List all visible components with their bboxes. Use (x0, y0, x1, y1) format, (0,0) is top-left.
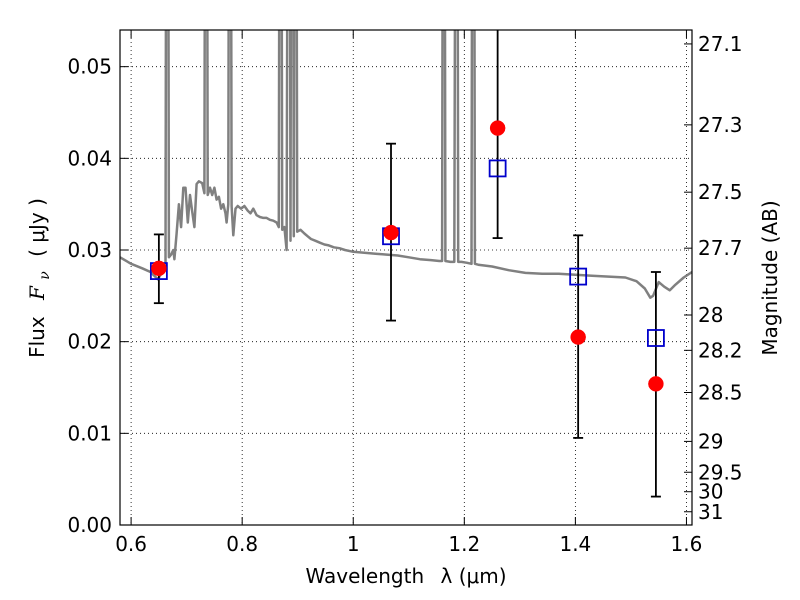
x-tick-label: 1 (347, 532, 360, 556)
mag-tick-label: 31 (698, 500, 723, 524)
y-axis-label: Flux F ν ( μJy ) (25, 198, 54, 358)
axis-ticks: 0.6 0.8 1 1.2 1.4 1.6 0.00 0.01 0.02 0.03 0.04 0.05… (67, 30, 743, 556)
data-points (149, 30, 665, 498)
model-spectrum (120, 30, 692, 299)
observed-point (570, 329, 586, 345)
mag-tick-label: 27.1 (698, 32, 743, 56)
x-tick-label: 0.6 (115, 532, 147, 556)
mag-tick-label: 28 (698, 303, 723, 327)
x-tick-label: 1.6 (671, 532, 703, 556)
y-tick-label: 0.05 (67, 55, 112, 79)
mag-tick-label: 27.3 (698, 113, 743, 137)
x-tick-label: 1.2 (448, 532, 480, 556)
x-axis-label-text: Wavelength (305, 564, 424, 588)
y-tick-label: 0.00 (67, 513, 112, 537)
y-axis-label-subscript: ν (37, 271, 53, 280)
observed-point (489, 120, 506, 136)
x-tick-label: 1.4 (559, 532, 591, 556)
observed-point (383, 224, 399, 241)
model-square (647, 329, 665, 347)
model-square (488, 159, 507, 178)
y-axis-label-text: Flux (25, 316, 49, 358)
mag-tick-label: 27.5 (698, 180, 743, 204)
plot-frame (119, 29, 693, 526)
y-tick-label: 0.04 (67, 146, 112, 170)
mag-tick-label: 29.5 (698, 460, 743, 484)
x-axis-label-unit: λ (μm) (441, 564, 507, 588)
x-tick-label: 0.8 (226, 532, 258, 556)
mag-tick-label: 27.7 (698, 236, 743, 260)
model-square (569, 267, 588, 286)
mag-tick-label: 28.5 (698, 381, 743, 405)
observed-point (648, 376, 664, 392)
y-axis-label-unit: ( μJy ) (25, 198, 49, 257)
y-tick-label: 0.01 (67, 421, 112, 445)
mag-tick-label: 30 (698, 480, 723, 504)
y-tick-label: 0.02 (67, 330, 112, 354)
observed-point (151, 260, 167, 277)
y-tick-label: 0.03 (67, 238, 112, 262)
spectrum-line (120, 30, 692, 299)
y2-axis-label: Magnitude (AB) (758, 200, 782, 355)
mag-tick-label: 28.2 (698, 338, 743, 362)
x-axis-label: Wavelength λ (μm) (305, 564, 506, 588)
mag-tick-label: 29 (698, 429, 723, 453)
y-axis-label-symbol: F (25, 285, 49, 301)
